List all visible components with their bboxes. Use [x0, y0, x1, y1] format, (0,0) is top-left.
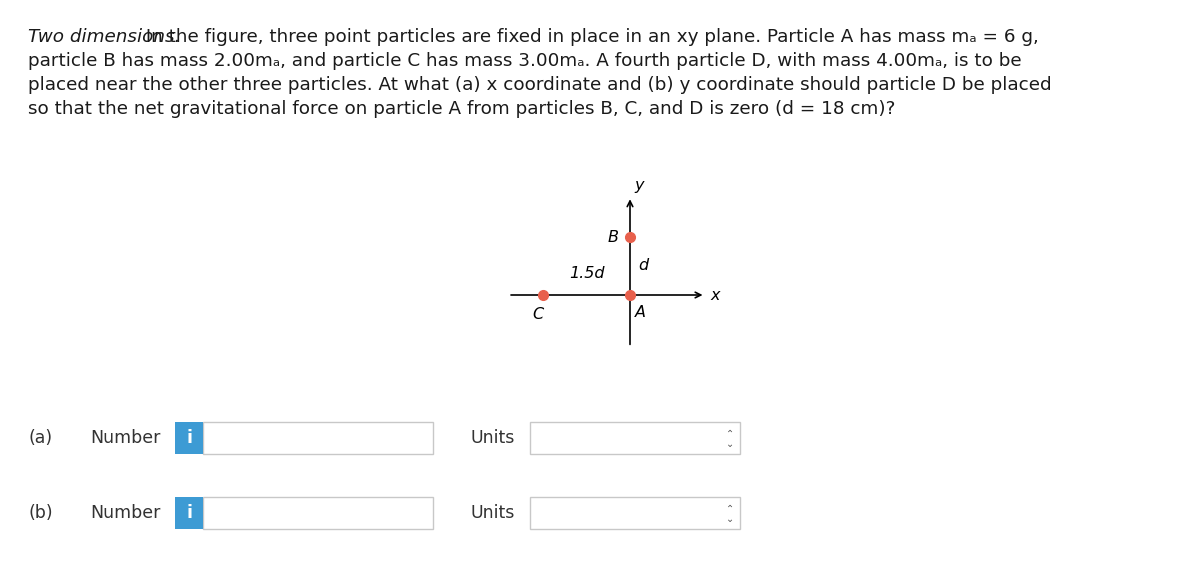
Text: C: C [533, 307, 544, 322]
Text: B: B [608, 230, 619, 244]
Text: 1.5d: 1.5d [569, 266, 605, 281]
FancyBboxPatch shape [203, 497, 433, 529]
Text: ⌄: ⌄ [726, 439, 734, 449]
Text: ⌄: ⌄ [726, 514, 734, 524]
Text: placed near the other three particles. At what (a) x coordinate and (b) y coordi: placed near the other three particles. A… [28, 76, 1051, 94]
Text: In the figure, three point particles are fixed in place in an xy plane. Particle: In the figure, three point particles are… [140, 28, 1039, 46]
Text: y: y [634, 178, 643, 194]
Text: Two dimensions.: Two dimensions. [28, 28, 180, 46]
FancyBboxPatch shape [203, 422, 433, 454]
FancyBboxPatch shape [175, 497, 203, 529]
FancyBboxPatch shape [175, 422, 203, 454]
FancyBboxPatch shape [530, 422, 740, 454]
Text: Units: Units [470, 429, 515, 447]
Text: Number: Number [90, 504, 161, 522]
Text: d: d [638, 258, 648, 273]
Text: (b): (b) [28, 504, 53, 522]
Text: i: i [186, 504, 192, 522]
Text: Units: Units [470, 504, 515, 522]
Text: (a): (a) [28, 429, 52, 447]
FancyBboxPatch shape [530, 497, 740, 529]
Text: particle B has mass 2.00mₐ, and particle C has mass 3.00mₐ. A fourth particle D,: particle B has mass 2.00mₐ, and particle… [28, 52, 1021, 70]
Text: x: x [710, 287, 720, 303]
Text: ⌃: ⌃ [726, 429, 734, 439]
Text: i: i [186, 429, 192, 447]
Text: A: A [635, 305, 646, 320]
Text: ⌃: ⌃ [726, 504, 734, 514]
Text: so that the net gravitational force on particle A from particles B, C, and D is : so that the net gravitational force on p… [28, 100, 895, 118]
Text: Number: Number [90, 429, 161, 447]
